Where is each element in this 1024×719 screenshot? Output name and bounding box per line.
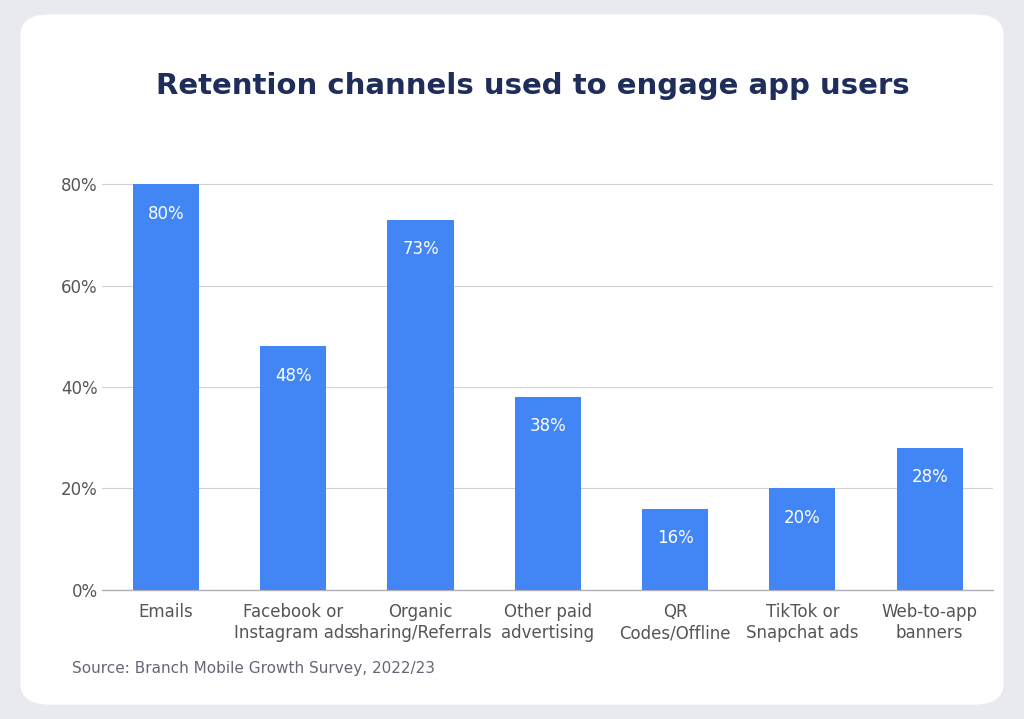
Text: 73%: 73%: [402, 240, 439, 258]
Bar: [260, 347, 327, 590]
Text: 28%: 28%: [911, 468, 948, 486]
Text: 16%: 16%: [656, 528, 693, 546]
Bar: [133, 184, 199, 590]
Text: Retention channels used to engage app users: Retention channels used to engage app us…: [156, 73, 909, 100]
Bar: [897, 448, 963, 590]
Bar: [387, 220, 454, 590]
Text: 20%: 20%: [784, 508, 821, 526]
Text: Source: Branch Mobile Growth Survey, 2022/23: Source: Branch Mobile Growth Survey, 202…: [72, 661, 434, 676]
Text: 38%: 38%: [529, 417, 566, 435]
Text: 48%: 48%: [275, 367, 311, 385]
FancyBboxPatch shape: [20, 14, 1004, 705]
Bar: [515, 397, 581, 590]
Text: 80%: 80%: [147, 205, 184, 223]
Bar: [642, 508, 709, 590]
Bar: [769, 488, 836, 590]
